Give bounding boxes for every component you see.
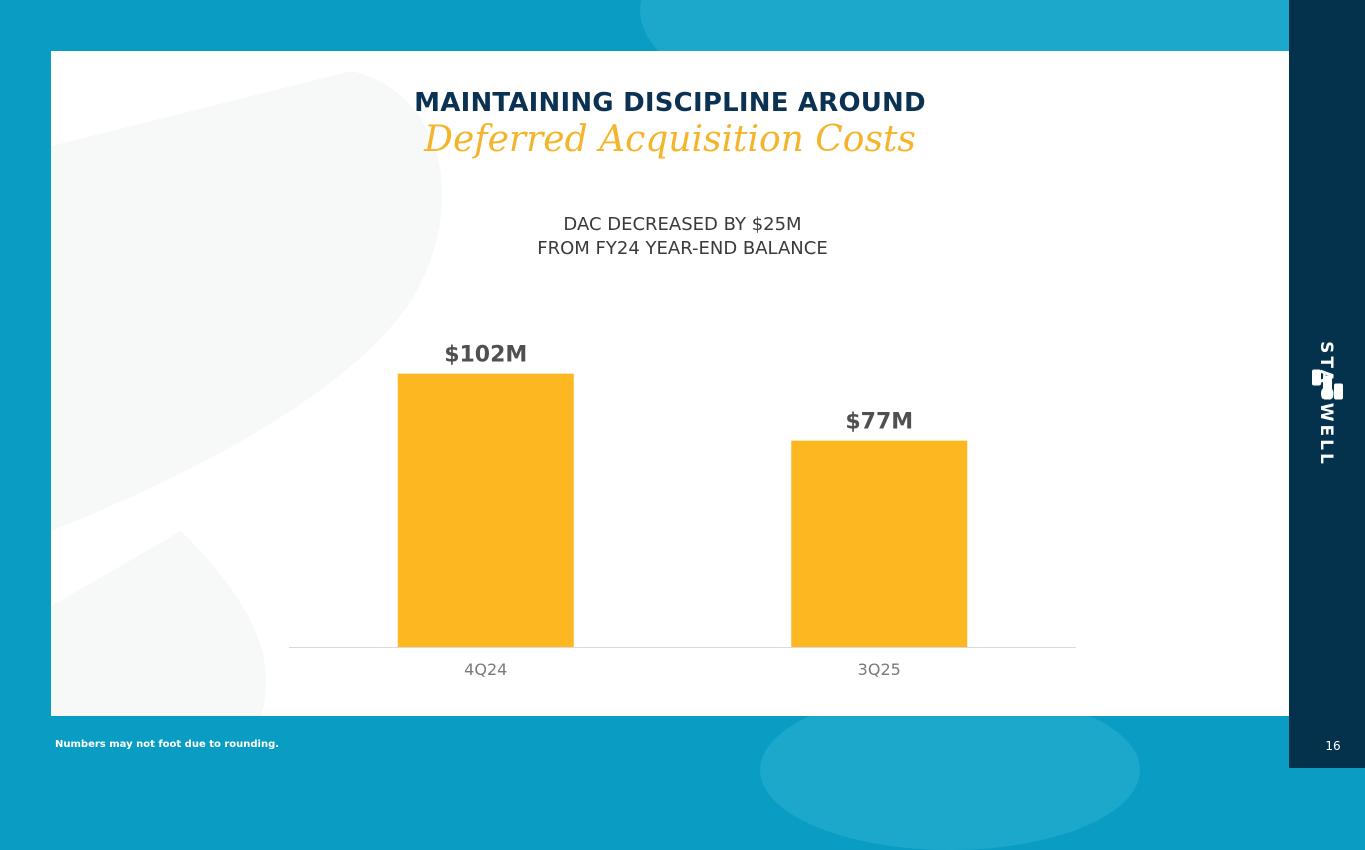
data-label-4q24: $102M [444,343,527,368]
content-card [51,51,1289,716]
chart-caption-line-1: DAC DECREASED BY $25M [563,214,802,235]
footnote: Numbers may not foot due to rounding. [55,739,280,750]
bar-3q25 [791,440,968,647]
data-label-3q25: $77M [845,410,913,435]
slide-title: MAINTAINING DISCIPLINE AROUND [414,88,926,118]
bar-chart: $102M 4Q24 $77M 3Q25 [289,343,1076,679]
stagwell-logo-icon [1312,369,1343,400]
x-tick-label-4q24: 4Q24 [464,660,507,679]
watermark-shape [51,71,443,716]
slide-subtitle: Deferred Acquisition Costs [424,119,916,160]
bar-4q24 [397,373,574,647]
page-number: 16 [1325,739,1341,753]
chart-caption-line-2: FROM FY24 YEAR-END BALANCE [537,238,828,259]
x-tick-label-3q25: 3Q25 [858,660,901,679]
